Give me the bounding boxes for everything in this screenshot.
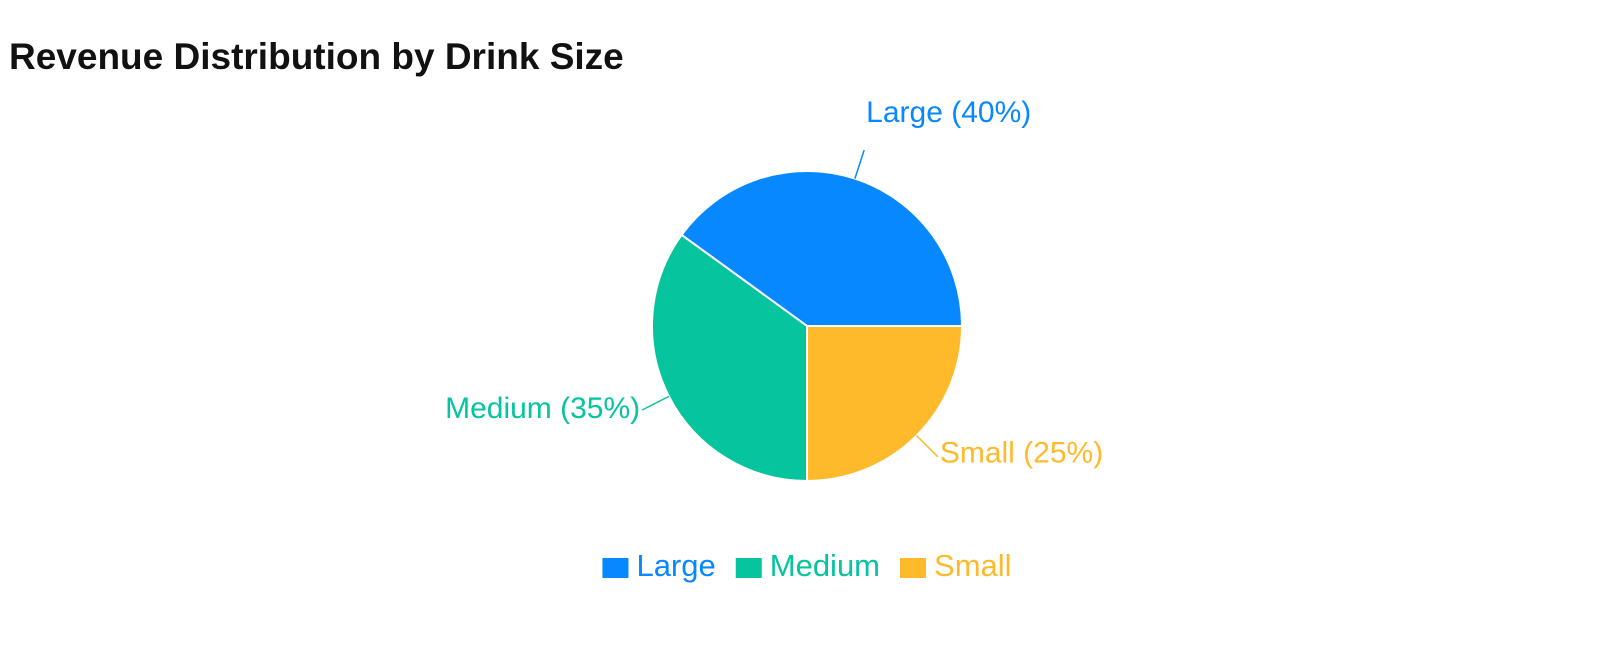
legend-swatch-small xyxy=(900,558,927,578)
slice-label-small: Small (25%) xyxy=(940,437,1103,470)
legend-swatch-medium xyxy=(735,558,762,578)
pie-slices xyxy=(651,170,964,483)
chart-title: Revenue Distribution by Drink Size xyxy=(9,36,624,77)
slice-labels: Large (40%) Medium (35%) Small (25%) xyxy=(445,96,1103,470)
leader-lines xyxy=(641,149,939,458)
legend-item-medium[interactable]: Medium xyxy=(735,548,880,583)
legend-swatch-large xyxy=(602,558,629,578)
leader-line-large xyxy=(854,149,865,179)
legend-label-small: Small xyxy=(934,548,1012,583)
pie-slice-small[interactable] xyxy=(806,325,964,483)
pie-slice-medium[interactable] xyxy=(651,233,808,483)
leader-line-medium xyxy=(641,395,670,411)
legend: Large Medium Small xyxy=(602,548,1012,583)
legend-item-large[interactable]: Large xyxy=(602,548,716,583)
slice-label-large: Large (40%) xyxy=(866,96,1031,129)
legend-label-large: Large xyxy=(636,548,715,583)
legend-label-medium: Medium xyxy=(770,548,880,583)
legend-item-small[interactable]: Small xyxy=(900,548,1012,583)
leader-line-small xyxy=(916,435,939,458)
slice-label-medium: Medium (35%) xyxy=(445,392,640,425)
